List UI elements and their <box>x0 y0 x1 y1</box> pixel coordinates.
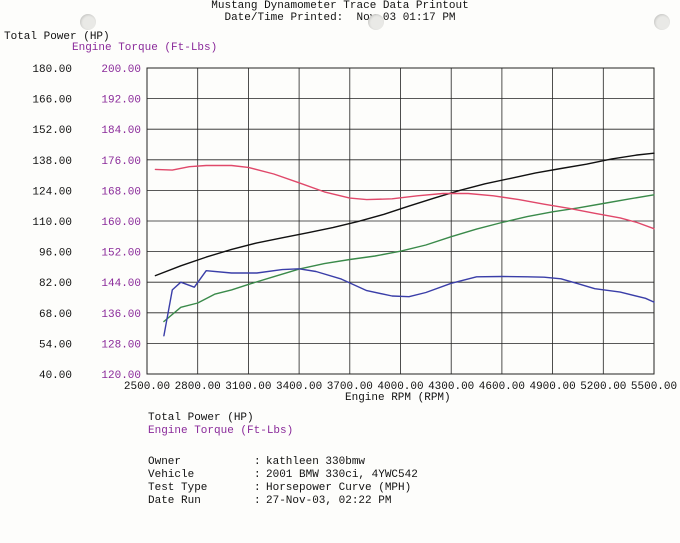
power-tick-label: 166.00 <box>32 95 72 107</box>
torque-tick-label: 200.00 <box>101 64 141 76</box>
x-tick-label: 4900.00 <box>529 381 575 393</box>
info-value: 27-Nov-03, 02:22 PM <box>266 495 392 507</box>
power-tick-label: 180.00 <box>32 64 72 76</box>
power-tick-label: 96.00 <box>39 248 72 260</box>
info-row-owner: Owner : kathleen 330bmw <box>148 456 365 468</box>
x-tick-label: 2800.00 <box>175 381 221 393</box>
total-power-line <box>154 152 655 277</box>
binder-hole <box>654 14 670 30</box>
x-tick-label: 3400.00 <box>276 381 322 393</box>
torque-tick-label: 168.00 <box>101 186 141 198</box>
info-separator: : <box>254 469 261 481</box>
dyno-chart: 2500.00 2800.00 3100.00 3400.00 3700.00 4000.… <box>32 64 677 393</box>
torque-tick-label: 152.00 <box>101 248 141 260</box>
x-tick-label: 5500.00 <box>631 381 677 393</box>
legend-torque: Engine Torque (Ft-Lbs) <box>148 425 294 437</box>
info-value: kathleen 330bmw <box>266 456 366 468</box>
info-value: Horsepower Curve (MPH) <box>266 482 412 494</box>
info-key: Owner <box>148 456 182 468</box>
torque-tick-label: 120.00 <box>101 370 141 382</box>
x-tick-label: 4600.00 <box>479 381 525 393</box>
power-tick-label: 138.00 <box>32 156 72 168</box>
page-title: Mustang Dynamometer Trace Data Printout <box>211 0 469 12</box>
torque-low-line <box>163 268 655 337</box>
x-tick-label: 4000.00 <box>377 381 423 393</box>
torque-tick-label: 184.00 <box>101 125 141 137</box>
info-separator: : <box>254 482 261 494</box>
info-row-test-type: Test Type : Horsepower Curve (MPH) <box>148 482 411 494</box>
info-key: Date Run <box>148 495 201 507</box>
power-axis-title: Total Power (HP) <box>4 31 110 43</box>
x-tick-label: 2500.00 <box>124 381 170 393</box>
info-separator: : <box>254 495 261 507</box>
torque-tick-label: 176.00 <box>101 156 141 168</box>
power-tick-label: 68.00 <box>39 309 72 321</box>
x-tick-label: 4300.00 <box>428 381 474 393</box>
power-tick-label: 82.00 <box>39 278 72 290</box>
printed-timestamp: Date/Time Printed: Nov-03 01:17 PM <box>0 12 680 24</box>
power-tick-label: 54.00 <box>39 339 72 351</box>
power-tick-label: 110.00 <box>32 217 72 229</box>
info-key: Vehicle <box>148 469 195 481</box>
power-tick-label: 40.00 <box>39 370 72 382</box>
info-row-date-run: Date Run : 27-Nov-03, 02:22 PM <box>148 495 391 507</box>
x-tick-label: 3700.00 <box>327 381 373 393</box>
info-row-vehicle: Vehicle : 2001 BMW 330ci, 4YWC542 <box>148 469 418 481</box>
torque-tick-label: 192.00 <box>101 95 141 107</box>
binder-hole <box>80 14 96 30</box>
torque-axis-title: Engine Torque (Ft-Lbs) <box>72 42 218 54</box>
torque-tick-label: 144.00 <box>101 278 141 290</box>
x-axis-title: Engine RPM (RPM) <box>345 392 451 404</box>
x-tick-label: 3100.00 <box>225 381 271 393</box>
gross-power-line <box>163 194 655 323</box>
info-key: Test Type <box>148 482 208 494</box>
legend-power: Total Power (HP) <box>148 412 254 424</box>
torque-tick-label: 136.00 <box>101 309 141 321</box>
torque-tick-label: 160.00 <box>101 217 141 229</box>
torque-tick-label: 128.00 <box>101 339 141 351</box>
power-tick-label: 152.00 <box>32 125 72 137</box>
binder-hole <box>368 14 384 30</box>
power-tick-label: 124.00 <box>32 186 72 198</box>
x-tick-label: 5200.00 <box>580 381 626 393</box>
engine-torque-line <box>154 164 655 230</box>
info-separator: : <box>254 456 261 468</box>
info-value: 2001 BMW 330ci, 4YWC542 <box>266 469 418 481</box>
printed-label: Date/Time Printed: <box>224 12 344 24</box>
